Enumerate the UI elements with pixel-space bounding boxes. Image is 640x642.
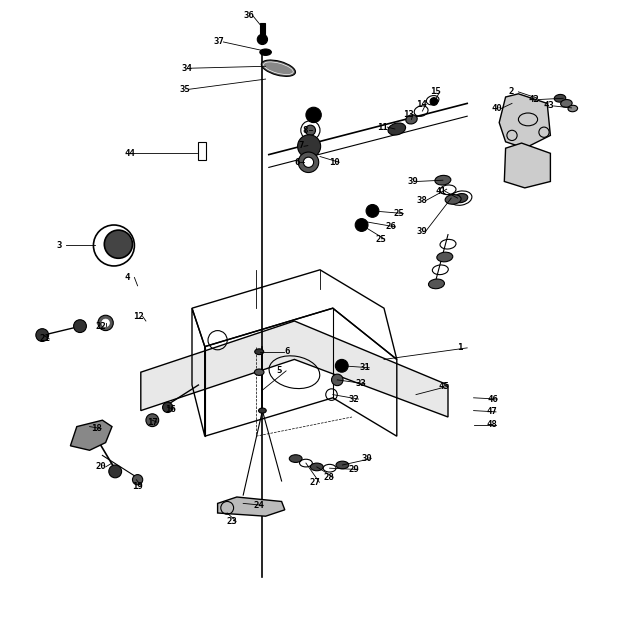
Text: 31: 31	[360, 363, 371, 372]
Polygon shape	[218, 497, 285, 516]
Text: 27: 27	[310, 478, 321, 487]
Text: 12: 12	[133, 312, 144, 321]
Ellipse shape	[554, 94, 566, 102]
Circle shape	[104, 230, 132, 258]
Text: 46: 46	[488, 395, 499, 404]
Text: 7: 7	[298, 141, 303, 150]
Circle shape	[430, 98, 438, 105]
Text: 32: 32	[349, 395, 360, 404]
Text: 10: 10	[330, 158, 340, 167]
Text: 2: 2	[509, 87, 514, 96]
Polygon shape	[141, 321, 448, 417]
Text: 35: 35	[179, 85, 190, 94]
Text: 4: 4	[125, 273, 130, 282]
Polygon shape	[504, 143, 550, 188]
Circle shape	[298, 152, 319, 173]
Circle shape	[257, 34, 268, 44]
Ellipse shape	[429, 279, 444, 289]
Text: 13: 13	[403, 110, 414, 119]
Ellipse shape	[260, 49, 271, 55]
Text: 36: 36	[243, 11, 254, 20]
Text: 42: 42	[529, 95, 540, 104]
Ellipse shape	[437, 252, 452, 262]
Ellipse shape	[388, 123, 406, 135]
Text: 43: 43	[544, 101, 555, 110]
Ellipse shape	[406, 115, 417, 124]
Text: 47: 47	[486, 408, 497, 417]
Circle shape	[305, 125, 316, 135]
Circle shape	[36, 329, 49, 342]
Text: 18: 18	[92, 424, 102, 433]
Text: 34: 34	[181, 64, 192, 73]
Text: 41: 41	[435, 187, 446, 196]
Circle shape	[74, 320, 86, 333]
Bar	[198, 142, 206, 160]
Text: 21: 21	[40, 334, 51, 343]
Ellipse shape	[255, 349, 264, 354]
Text: 40: 40	[492, 104, 502, 113]
Circle shape	[102, 319, 109, 327]
Bar	[260, 23, 265, 39]
Text: 14: 14	[416, 100, 427, 109]
Text: 3: 3	[56, 241, 61, 250]
Text: 17: 17	[147, 417, 158, 427]
Ellipse shape	[310, 463, 323, 471]
Circle shape	[98, 315, 113, 331]
Text: 11: 11	[378, 123, 388, 132]
Polygon shape	[70, 421, 112, 450]
Ellipse shape	[289, 455, 302, 462]
Text: 25: 25	[394, 209, 404, 218]
Ellipse shape	[454, 193, 468, 203]
Text: 5: 5	[276, 367, 282, 376]
Ellipse shape	[336, 461, 349, 469]
Ellipse shape	[445, 195, 461, 204]
Polygon shape	[499, 94, 550, 148]
Ellipse shape	[255, 369, 264, 376]
Circle shape	[298, 135, 321, 158]
Text: 28: 28	[324, 473, 335, 482]
Circle shape	[146, 414, 159, 426]
Text: 30: 30	[362, 454, 372, 463]
Ellipse shape	[264, 62, 293, 74]
Text: 16: 16	[165, 405, 176, 414]
Circle shape	[132, 474, 143, 485]
Ellipse shape	[568, 105, 577, 112]
Text: 39: 39	[416, 227, 427, 236]
Text: 8: 8	[302, 126, 307, 135]
Text: 45: 45	[438, 382, 449, 391]
Text: 6: 6	[294, 158, 300, 167]
Text: 38: 38	[416, 196, 427, 205]
Circle shape	[335, 360, 348, 372]
Text: 1: 1	[458, 343, 463, 352]
Ellipse shape	[261, 60, 296, 76]
Text: 37: 37	[214, 37, 225, 46]
Ellipse shape	[561, 100, 572, 107]
Circle shape	[355, 218, 368, 231]
Text: 19: 19	[132, 482, 143, 490]
Ellipse shape	[435, 175, 451, 185]
Circle shape	[303, 157, 314, 168]
Text: 9: 9	[307, 110, 312, 119]
Circle shape	[332, 374, 343, 386]
Text: 39: 39	[407, 177, 418, 186]
Circle shape	[163, 403, 173, 413]
Text: 20: 20	[96, 462, 107, 471]
Text: 6: 6	[285, 347, 290, 356]
Text: 15: 15	[430, 87, 441, 96]
Text: 26: 26	[386, 222, 397, 231]
Text: 25: 25	[375, 234, 386, 243]
Circle shape	[366, 205, 379, 218]
Text: 48: 48	[486, 420, 497, 429]
Text: 24: 24	[253, 501, 264, 510]
Circle shape	[109, 465, 122, 478]
Text: 44: 44	[125, 149, 136, 158]
Text: 29: 29	[348, 465, 359, 474]
Text: 22: 22	[96, 322, 107, 331]
Text: 23: 23	[227, 517, 237, 526]
Text: 33: 33	[355, 379, 366, 388]
Ellipse shape	[259, 408, 266, 413]
Circle shape	[306, 107, 321, 123]
